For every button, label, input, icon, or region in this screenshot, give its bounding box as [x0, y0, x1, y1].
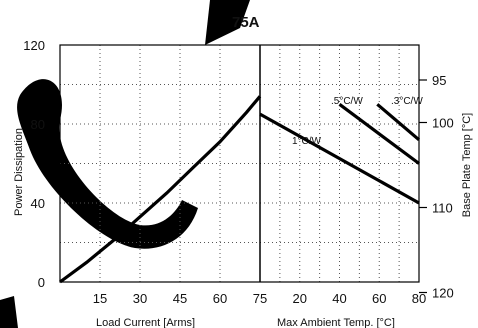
y2-tick-label: 100	[432, 116, 454, 131]
watermark-slash-shape	[205, 0, 250, 45]
x-tick-label: 45	[173, 291, 187, 306]
x-tick-label: 60	[372, 291, 386, 306]
right-y-axis-label: Base Plate Temp [°C]	[461, 113, 473, 217]
y2-tick-label: 95	[432, 73, 446, 88]
series-label: .5°C/W	[331, 96, 363, 107]
x-tick-label: 60	[213, 291, 227, 306]
thermal-resistance-line	[338, 103, 420, 165]
series-label: .3°C/W	[391, 96, 423, 107]
left-y-axis-label: Power Dissipation	[13, 128, 25, 216]
thermal-resistance-line	[259, 112, 420, 205]
ticks-group: 0 40 80 120 15 30 45 60 75 20 40 60 80 95 100 110 120	[23, 38, 453, 306]
power-dissipation-curve	[59, 95, 262, 284]
x-tick-label: 30	[133, 291, 147, 306]
y-tick-label: 40	[31, 196, 45, 211]
left-x-axis-label: Load Current [Arms]	[96, 317, 195, 328]
y2-tick-label: 110	[432, 201, 453, 216]
watermark-left-bar-shape	[0, 296, 18, 328]
chart-title: 75A	[232, 14, 260, 31]
x-tick-label: 15	[93, 291, 107, 306]
right-x-axis-label: Max Ambient Temp. [°C]	[277, 317, 395, 328]
series-label: 1°C/W	[292, 136, 322, 147]
thermal-resistance-line	[376, 103, 421, 142]
curves-group: 1°C/W .5°C/W .3°C/W	[59, 95, 423, 284]
y2-tick-label: 120	[432, 286, 454, 301]
y-tick-label: 120	[23, 38, 45, 53]
y-tick-label: 80	[31, 117, 45, 132]
y-tick-label: 0	[38, 275, 45, 290]
plot-frame	[59, 44, 420, 283]
x-tick-label: 75	[253, 291, 267, 306]
watermark-arc-shape	[17, 79, 199, 249]
x-tick-label: 40	[332, 291, 346, 306]
x-tick-label: 80	[412, 291, 426, 306]
x-tick-label: 20	[293, 291, 307, 306]
chart-grid	[60, 44, 419, 283]
